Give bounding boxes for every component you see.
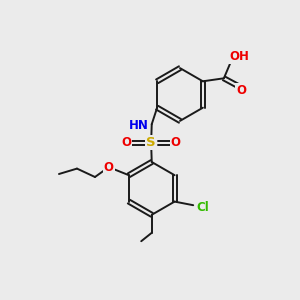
Text: O: O — [104, 160, 114, 174]
Text: HN: HN — [129, 119, 149, 132]
Text: O: O — [236, 84, 246, 97]
Text: Cl: Cl — [196, 200, 209, 214]
Text: O: O — [171, 136, 181, 149]
Text: S: S — [146, 136, 156, 149]
Text: OH: OH — [229, 50, 249, 63]
Text: O: O — [122, 136, 131, 149]
